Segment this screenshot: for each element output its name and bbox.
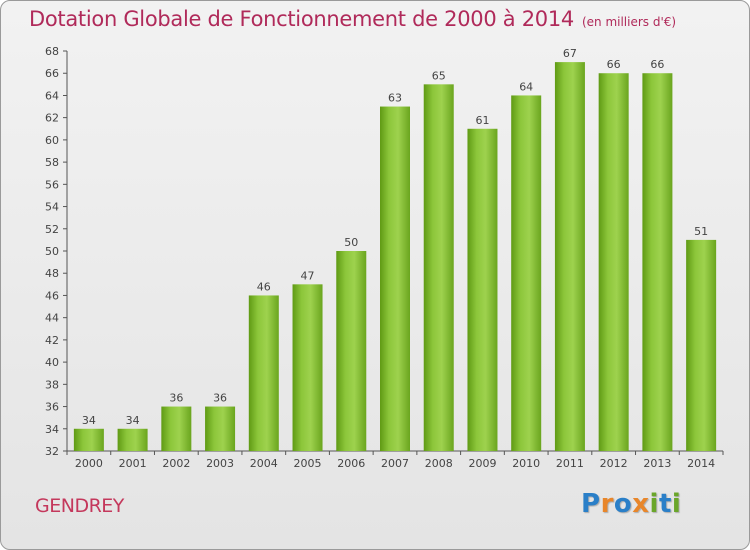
bar — [423, 84, 454, 451]
bar-value-label: 66 — [607, 58, 621, 71]
bar-value-label: 51 — [694, 225, 708, 238]
chart-axes: 32 34 36 38 40 42 44 46 48 50 52 54 56 58 60 62 64 66 68 20… — [45, 45, 724, 470]
x-tick-label: 2010 — [512, 457, 540, 470]
x-tick-label: 2005 — [294, 457, 322, 470]
y-tick-label: 38 — [45, 378, 59, 391]
bar — [336, 251, 367, 451]
x-tick-label: 2012 — [600, 457, 628, 470]
chart-subtitle: (en milliers d'€) — [581, 15, 677, 29]
bar-value-label: 36 — [213, 392, 227, 405]
chart-bars — [73, 62, 717, 452]
bar — [467, 128, 498, 451]
bar — [598, 73, 629, 451]
x-tick-label: 2009 — [468, 457, 496, 470]
logo-letter: o — [613, 489, 633, 519]
proxiti-logo: Proxiti — [581, 489, 681, 519]
bar — [511, 95, 542, 451]
x-tick-label: 2003 — [206, 457, 234, 470]
y-tick-label: 42 — [45, 334, 59, 347]
y-tick-label: 40 — [45, 356, 59, 369]
chart-title-text: Dotation Globale de Fonctionnement de 20… — [29, 7, 574, 31]
bar-value-label: 66 — [650, 58, 664, 71]
bar — [686, 239, 717, 451]
y-tick-label: 58 — [45, 156, 59, 169]
y-tick-label: 50 — [45, 245, 59, 258]
bar-value-label: 34 — [126, 414, 140, 427]
logo-letter: r — [600, 489, 614, 519]
x-tick-label: 2007 — [381, 457, 409, 470]
chart-title: Dotation Globale de Fonctionnement de 20… — [29, 7, 676, 31]
y-tick-label: 44 — [45, 312, 59, 325]
bar — [554, 62, 585, 451]
bar-value-label: 67 — [563, 47, 577, 60]
bar — [73, 428, 104, 451]
y-tick-label: 66 — [45, 67, 59, 80]
bar-value-label: 65 — [432, 69, 446, 82]
y-tick-label: 56 — [45, 178, 59, 191]
bar-value-label: 46 — [257, 280, 271, 293]
logo-letter: P — [581, 489, 601, 519]
logo-letter: x — [632, 489, 650, 519]
bar — [380, 106, 410, 452]
y-tick-label: 60 — [45, 134, 59, 147]
y-tick-label: 52 — [45, 223, 59, 236]
y-tick-label: 36 — [45, 401, 59, 414]
x-tick-label: 2013 — [643, 457, 671, 470]
bar — [642, 73, 673, 451]
bar-value-label: 64 — [519, 80, 533, 93]
bar-value-label: 61 — [475, 114, 489, 127]
y-tick-label: 32 — [45, 445, 59, 458]
y-tick-label: 34 — [45, 423, 59, 436]
y-tick-label: 54 — [45, 201, 59, 214]
y-tick-label: 64 — [45, 89, 59, 102]
logo-letter: t — [658, 489, 672, 519]
commune-name: GENDREY — [35, 495, 124, 517]
bar-value-label: 36 — [169, 392, 183, 405]
bar-value-label: 50 — [344, 236, 358, 249]
x-tick-label: 2001 — [119, 457, 147, 470]
y-tick-label: 46 — [45, 289, 59, 302]
x-tick-label: 2008 — [425, 457, 453, 470]
bar — [292, 284, 323, 451]
bar — [117, 428, 148, 451]
y-tick-label: 62 — [45, 112, 59, 125]
x-tick-label: 2000 — [75, 457, 103, 470]
y-tick-label: 68 — [45, 45, 59, 58]
x-tick-label: 2011 — [556, 457, 584, 470]
x-tick-label: 2004 — [250, 457, 278, 470]
y-tick-label: 48 — [45, 267, 59, 280]
chart-data-labels: 34 34 36 36 46 47 50 63 65 61 64 67 66 66 51 — [82, 47, 708, 427]
x-tick-label: 2006 — [337, 457, 365, 470]
bar-value-label: 34 — [82, 414, 96, 427]
bar-value-label: 63 — [388, 92, 402, 105]
x-tick-label: 2002 — [162, 457, 190, 470]
bar — [161, 406, 192, 451]
x-tick-label: 2014 — [687, 457, 715, 470]
bar — [248, 295, 279, 451]
logo-letter: i — [671, 489, 682, 519]
bar-value-label: 47 — [301, 269, 315, 282]
bar — [205, 406, 236, 451]
logo-letter: i — [649, 489, 659, 519]
